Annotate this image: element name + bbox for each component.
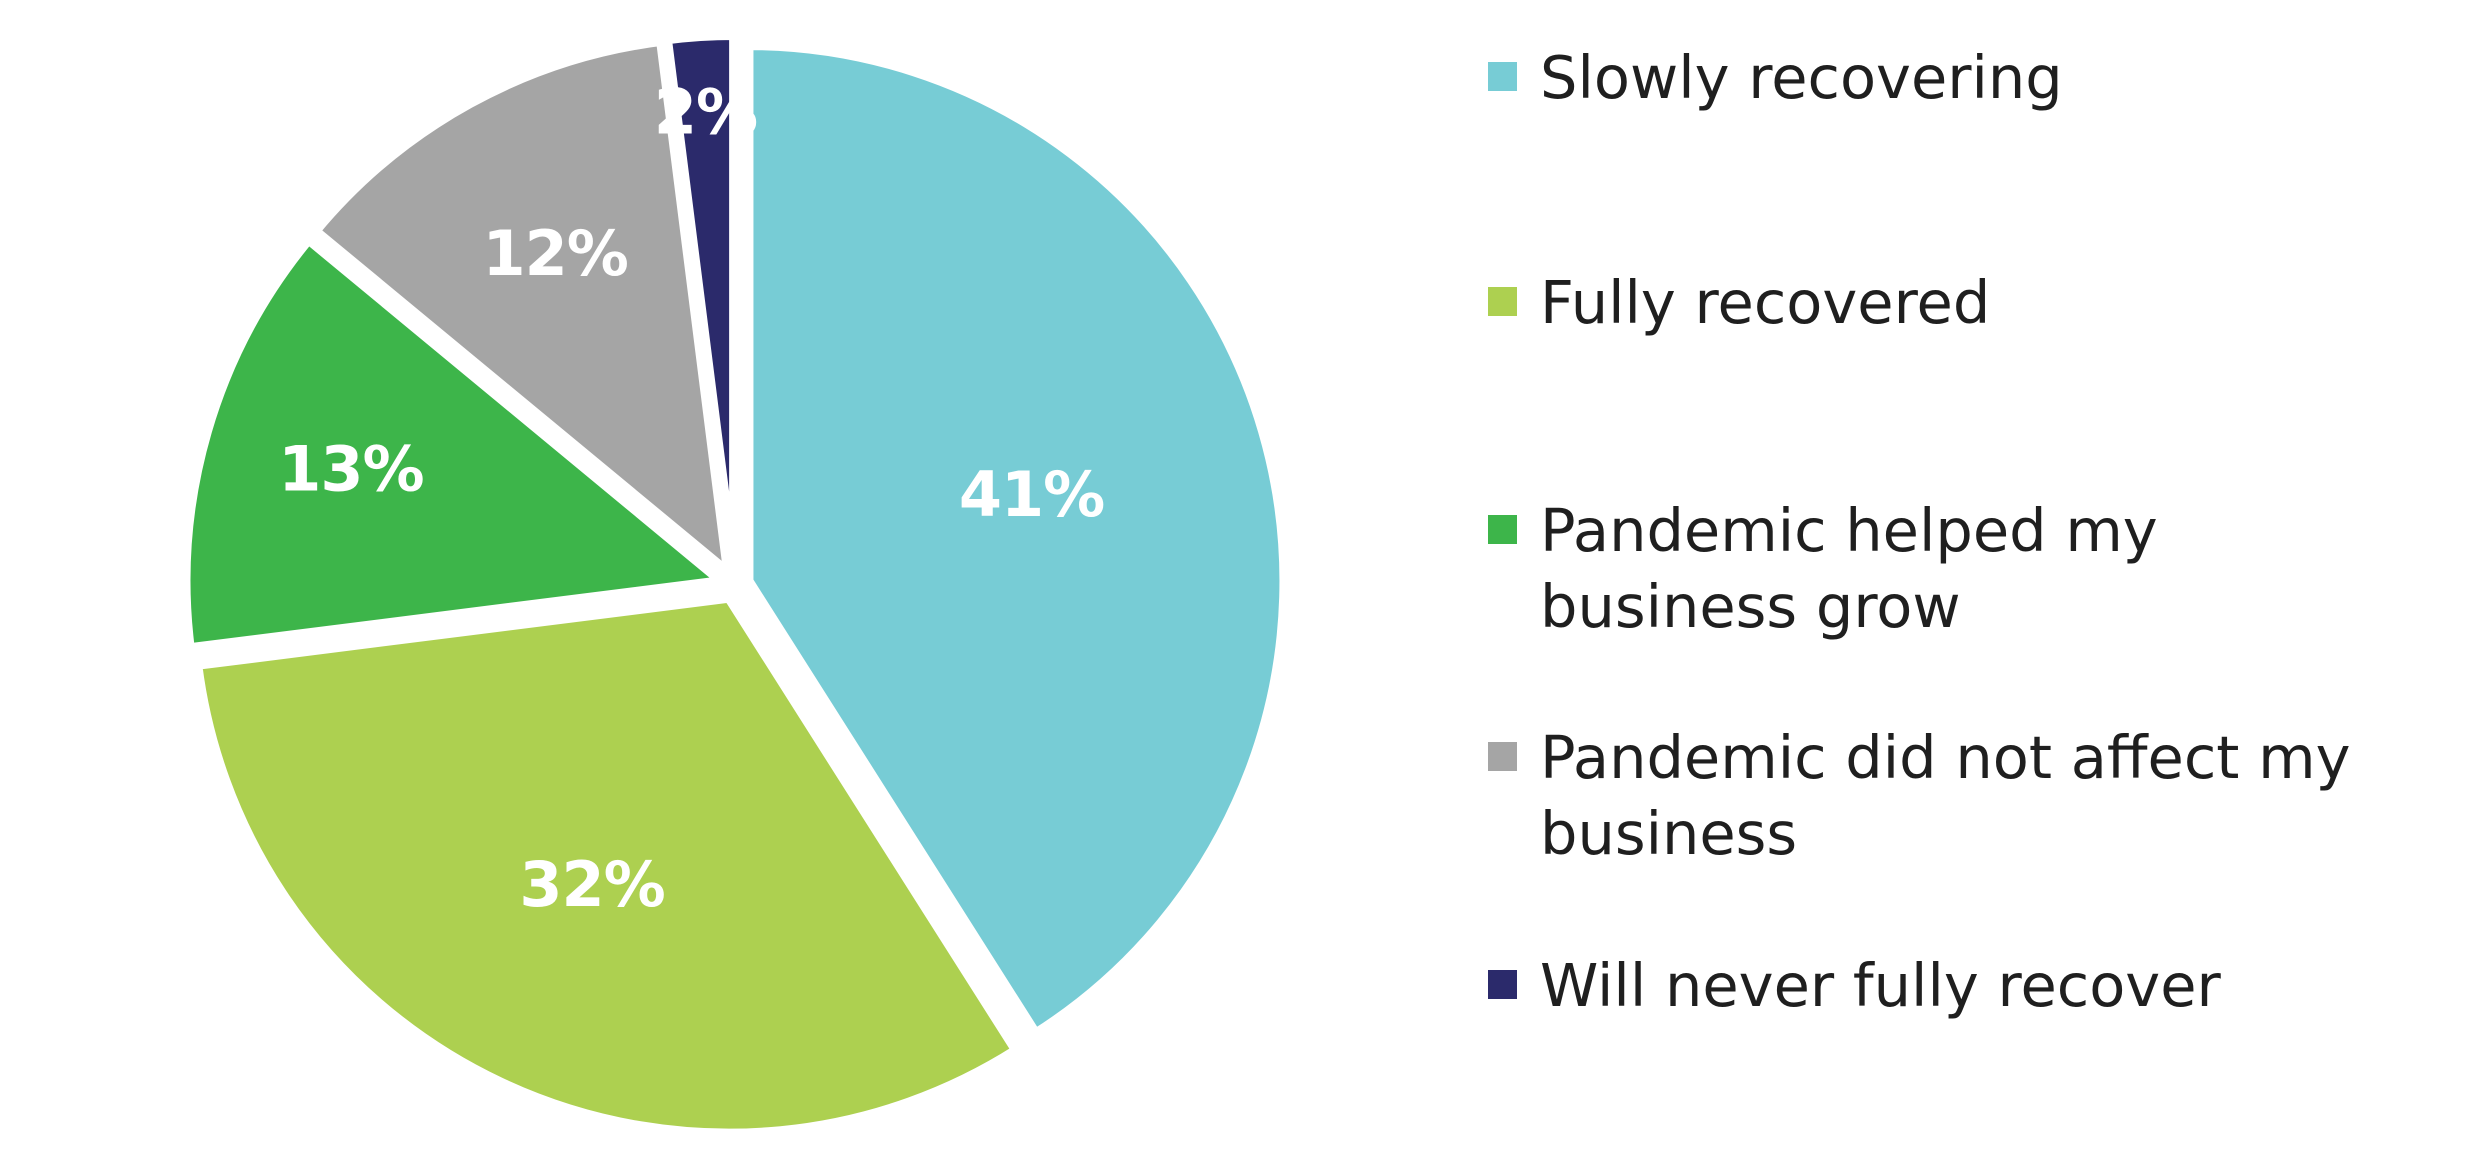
legend-swatch bbox=[1488, 287, 1517, 316]
pie-slice-fully-recovered bbox=[191, 592, 1024, 1139]
legend-swatch bbox=[1488, 742, 1517, 771]
legend-swatch bbox=[1488, 62, 1517, 91]
legend-item-will-never-recover: Will never fully recover bbox=[1488, 948, 2400, 1024]
pie-data-label: 32% bbox=[519, 848, 664, 921]
legend-swatch bbox=[1488, 515, 1517, 544]
pie-slice-slowly-recovering bbox=[743, 40, 1290, 1041]
pie-data-label: 12% bbox=[483, 217, 628, 290]
pie-data-label: 41% bbox=[959, 458, 1104, 531]
pie-data-label: 2% bbox=[654, 75, 757, 148]
legend-item-slowly-recovering: Slowly recovering bbox=[1488, 40, 2400, 116]
legend-label: Slowly recovering bbox=[1540, 43, 2063, 112]
legend-label: Pandemic helped my business grow bbox=[1540, 496, 2158, 641]
legend-label: Pandemic did not affect my business bbox=[1540, 723, 2351, 868]
legend-label: Will never fully recover bbox=[1540, 951, 2221, 1020]
legend-item-pandemic-helped: Pandemic helped my business grow bbox=[1488, 493, 2400, 645]
pie-slice-pandemic-helped-my-business-grow bbox=[180, 232, 734, 654]
legend-swatch bbox=[1488, 970, 1517, 999]
legend: Slowly recovering Fully recovered Pandem… bbox=[1488, 0, 2468, 1155]
legend-label: Fully recovered bbox=[1540, 268, 1991, 337]
pie-slices bbox=[180, 30, 1290, 1139]
pie-data-label: 13% bbox=[278, 433, 423, 506]
pie-slice-will-never-fully-recover bbox=[661, 30, 740, 572]
pie-slice-pandemic-did-not-affect-my-business bbox=[308, 35, 735, 585]
legend-item-fully-recovered: Fully recovered bbox=[1488, 265, 2400, 341]
legend-item-pandemic-did-not-affect: Pandemic did not affect my business bbox=[1488, 720, 2400, 872]
pie-data-labels: 41% 32% 13% 12% 2% bbox=[278, 75, 1105, 921]
